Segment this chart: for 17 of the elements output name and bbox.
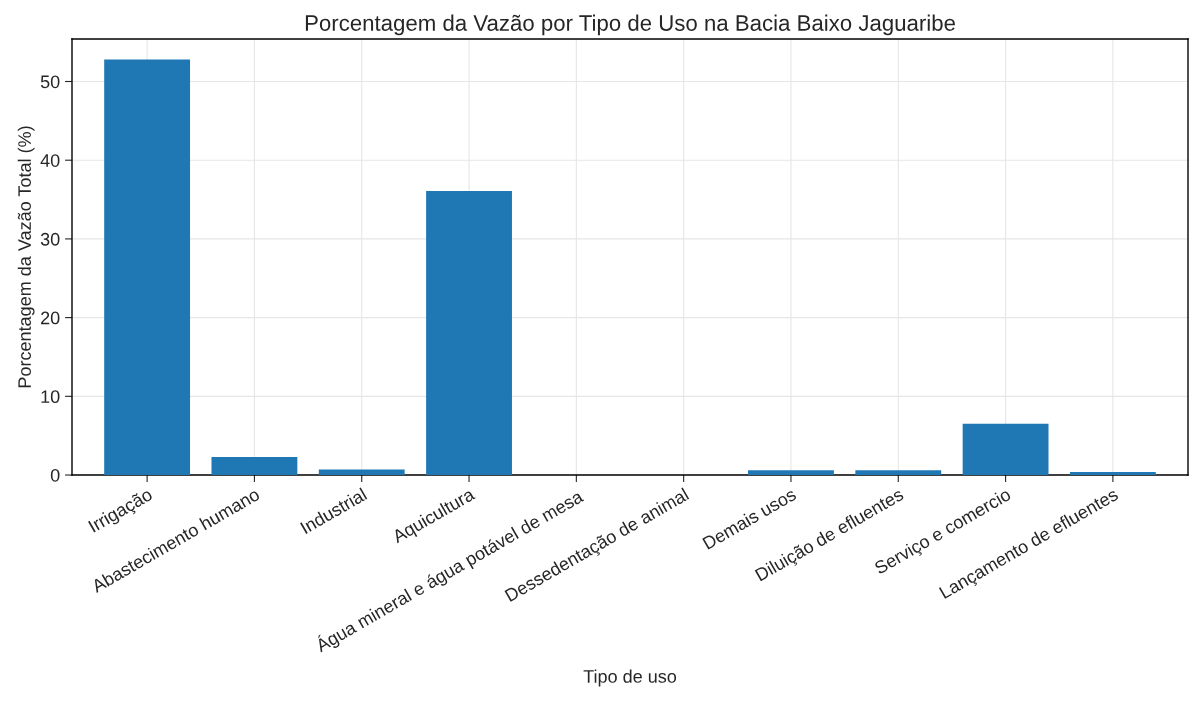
bar <box>211 456 298 476</box>
bar <box>104 59 191 476</box>
y-tick-label: 30 <box>40 232 60 246</box>
y-tick-label: 50 <box>40 75 60 89</box>
bar <box>318 469 405 476</box>
y-axis-title: Porcentagem da Vazão Total (%) <box>17 126 35 388</box>
y-tick-label: 20 <box>41 311 60 325</box>
y-tick-label: 0 <box>50 468 60 482</box>
bar <box>855 470 942 476</box>
y-tick-label: 10 <box>41 390 60 404</box>
chart-title: Porcentagem da Vazão por Tipo de Uso na Bacia Baixo Jaguaribe <box>305 14 955 36</box>
bar <box>1069 471 1156 476</box>
bar <box>748 470 834 476</box>
bar <box>426 190 512 476</box>
y-tick-label: 40 <box>40 154 60 167</box>
bar <box>962 423 1049 476</box>
x-axis-title: Tipo de uso <box>583 669 677 687</box>
